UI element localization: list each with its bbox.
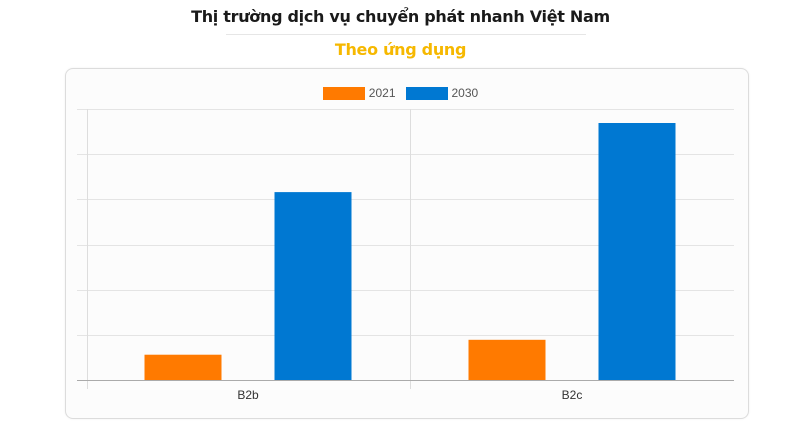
x-axis-label-b2c: B2c [561,388,583,402]
bars [144,123,676,381]
bar-b2c-2021[interactable] [468,339,546,380]
legend-swatch-2030 [405,86,448,100]
x-axis-label-b2b: B2b [237,388,259,402]
bar-b2b-2021[interactable] [144,354,222,380]
chart-legend: 2021 2030 [0,86,801,100]
bar-b2b-2030[interactable] [274,192,352,380]
chart-title: Thị trường dịch vụ chuyển phát nhanh Việ… [191,7,610,26]
bar-b2c-2030[interactable] [598,123,676,381]
title-divider [226,34,586,35]
legend-swatch-2021 [322,86,365,100]
legend-label-2030: 2030 [451,86,479,100]
chart-subtitle: Theo ứng dụng [334,40,467,59]
legend-item-2030[interactable]: 2030 [405,86,479,100]
legend-label-2021: 2021 [368,86,396,100]
legend-item-2021[interactable]: 2021 [322,86,396,100]
